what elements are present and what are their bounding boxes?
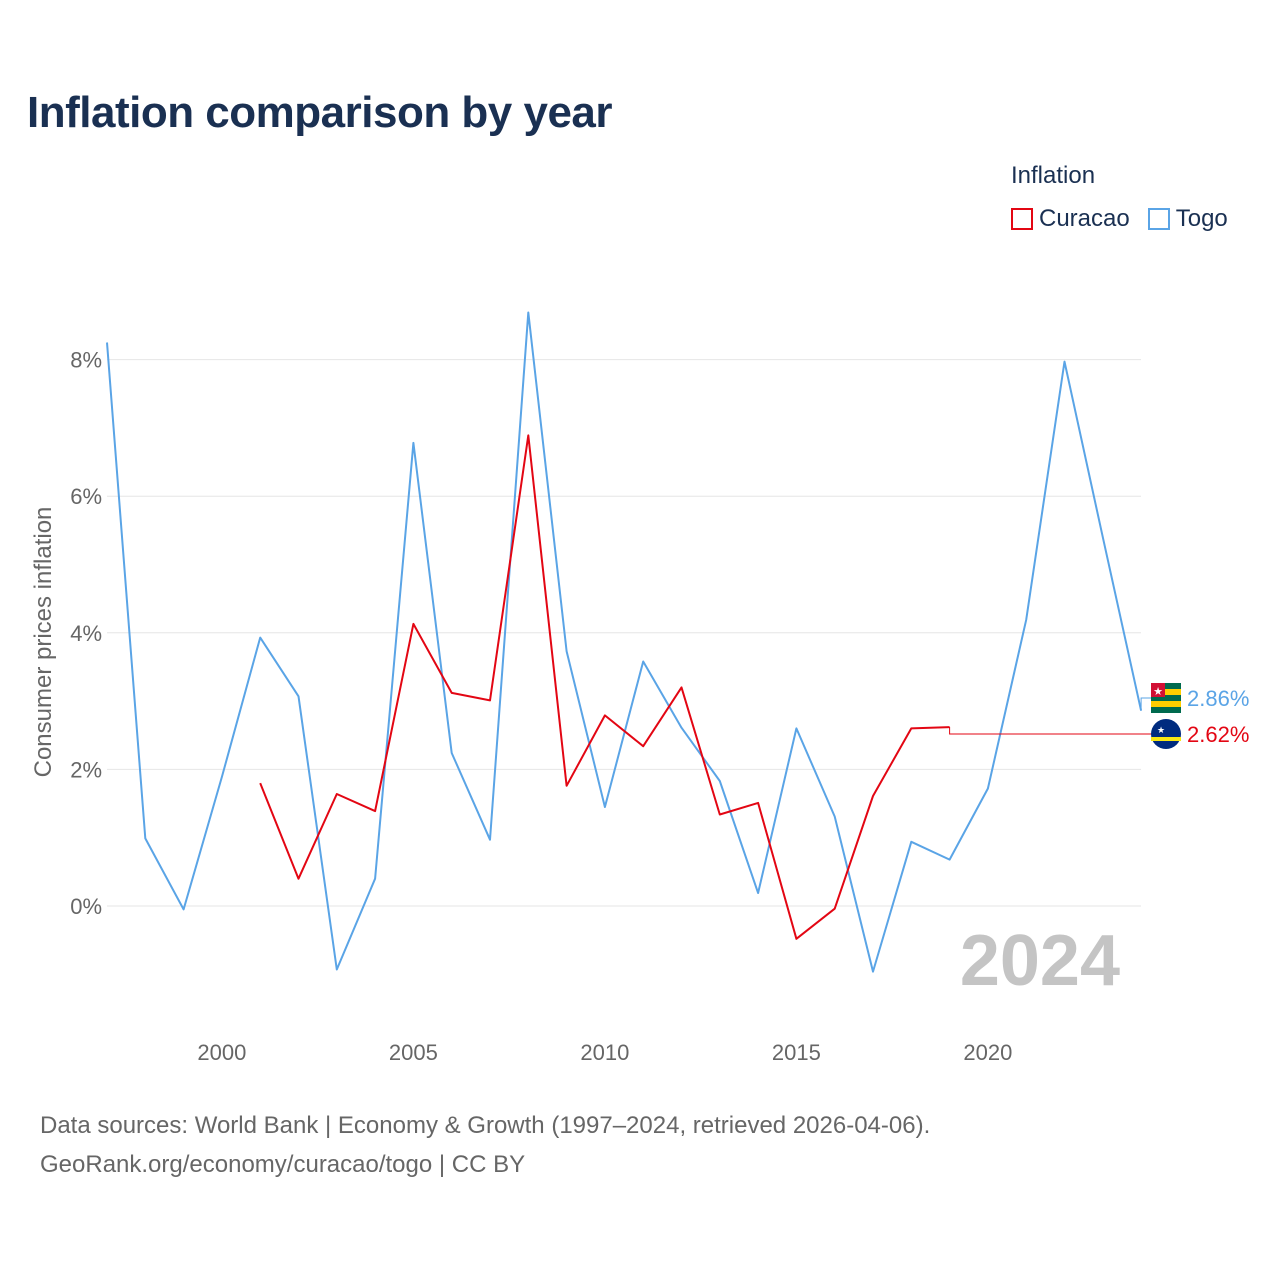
series-group [106, 311, 1143, 973]
grid-lines [107, 359, 1141, 907]
end-label-curacao: 2.62% [1187, 722, 1249, 747]
x-tick-label: 2010 [580, 1040, 629, 1065]
flag-canton [1151, 683, 1165, 697]
legend-item-curacao[interactable]: Curacao [1011, 205, 1130, 233]
togo-flag-icon: ★ [1151, 683, 1181, 713]
flag-star: ★ [1153, 686, 1163, 698]
legend: Curacao Togo [1011, 205, 1228, 233]
series-line-togo [106, 311, 1143, 973]
end-labels: ★ 2.86% ★ 2.62% [949, 683, 1249, 749]
legend-swatch-togo [1147, 208, 1170, 230]
y-axis-ticks: 0% 2% 4% 6% 8% [70, 348, 102, 919]
flag-stripe [1151, 689, 1181, 695]
flag-star: ★ [1157, 725, 1165, 735]
y-axis-label: Consumer prices inflation [30, 507, 57, 778]
flag-bg [1151, 719, 1181, 749]
y-tick-label: 6% [70, 484, 102, 509]
legend-title: Inflation [1011, 162, 1096, 189]
y-tick-label: 4% [70, 621, 102, 646]
end-label-togo: 2.86% [1187, 686, 1249, 711]
x-axis-ticks: 2000 2005 2010 2015 2020 [197, 1040, 1012, 1065]
flag-stripe [1151, 683, 1181, 689]
y-tick-label: 2% [70, 757, 102, 782]
y-tick-label: 0% [70, 894, 102, 919]
flag-stripe [1151, 701, 1181, 707]
legend-swatch-curacao [1011, 208, 1033, 230]
end-connector-curacao [949, 727, 1152, 735]
x-tick-label: 2015 [772, 1040, 821, 1065]
legend-item-togo[interactable]: Togo [1147, 205, 1228, 233]
curacao-flag-icon: ★ [1151, 719, 1181, 749]
end-connector-togo [1140, 697, 1152, 711]
flag-stripe [1151, 737, 1181, 741]
x-tick-label: 2005 [389, 1040, 438, 1065]
legend-label-togo: Togo [1175, 205, 1228, 232]
source-line-1: Data sources: World Bank | Economy & Gro… [40, 1112, 931, 1139]
flag-stripe [1151, 695, 1181, 701]
x-tick-label: 2000 [197, 1040, 246, 1065]
chart-title: Inflation comparison by year [27, 88, 613, 137]
year-watermark: 2024 [960, 921, 1120, 1001]
series-line-curacao [259, 434, 950, 940]
line-chart: 0% 2% 4% 6% 8% 2000 2005 2010 2015 2020 2024 Con… [30, 311, 1249, 1065]
source-line-2[interactable]: GeoRank.org/economy/curacao/togo | CC BY [40, 1151, 526, 1178]
flag-stripe [1151, 707, 1181, 713]
source-note: Data sources: World Bank | Economy & Gro… [40, 1106, 930, 1184]
x-tick-label: 2020 [963, 1040, 1012, 1065]
y-tick-label: 8% [70, 348, 102, 373]
legend-label-curacao: Curacao [1039, 205, 1130, 232]
